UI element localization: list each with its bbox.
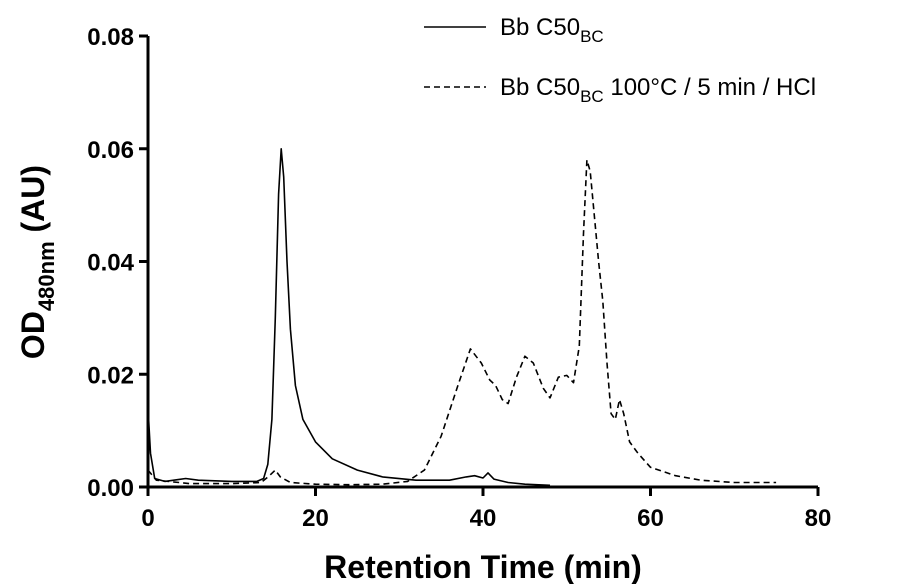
y-tick-label-0: 0.00	[87, 475, 134, 502]
y-tick-label-4: 0.08	[87, 24, 134, 51]
y-axis-title-sub: 480nm	[34, 241, 59, 311]
x-axis: 0 20 40 60 80	[141, 485, 832, 532]
legend: Bb C50BC Bb C50BC 100°C / 5 min / HCl	[424, 14, 816, 106]
legend-label-solid-main: Bb C50	[500, 14, 580, 41]
plot-lines	[147, 148, 777, 487]
legend-label-dashed-rest: 100°C / 5 min / HCl	[604, 74, 816, 101]
y-tick-label-1: 0.02	[87, 362, 134, 389]
legend-label-dashed: Bb C50BC 100°C / 5 min / HCl	[500, 74, 816, 106]
x-tick-label-2: 40	[470, 505, 497, 532]
y-axis-title-unit: (AU)	[15, 165, 51, 241]
legend-label-solid: Bb C50BC	[500, 14, 604, 46]
series-line-dashed	[147, 159, 777, 486]
legend-label-dashed-sub: BC	[580, 87, 604, 106]
y-tick-label-3: 0.06	[87, 137, 134, 164]
x-tick-label-0: 0	[141, 505, 154, 532]
y-axis-title-main: OD	[15, 311, 51, 359]
y-axis: 0.00 0.02 0.04 0.06 0.08	[87, 24, 150, 502]
x-axis-title: Retention Time (min)	[324, 549, 642, 584]
x-tick-label-3: 60	[637, 505, 664, 532]
y-axis-title: OD480nm (AU)	[15, 165, 59, 359]
legend-item-dashed: Bb C50BC 100°C / 5 min / HCl	[424, 74, 816, 106]
x-tick-label-1: 20	[302, 505, 329, 532]
legend-label-solid-sub: BC	[580, 27, 604, 46]
y-tick-label-2: 0.04	[87, 250, 134, 277]
legend-item-solid: Bb C50BC	[424, 14, 604, 46]
series-line-solid	[147, 148, 551, 487]
legend-label-dashed-main: Bb C50	[500, 74, 580, 101]
x-tick-label-4: 80	[805, 505, 832, 532]
